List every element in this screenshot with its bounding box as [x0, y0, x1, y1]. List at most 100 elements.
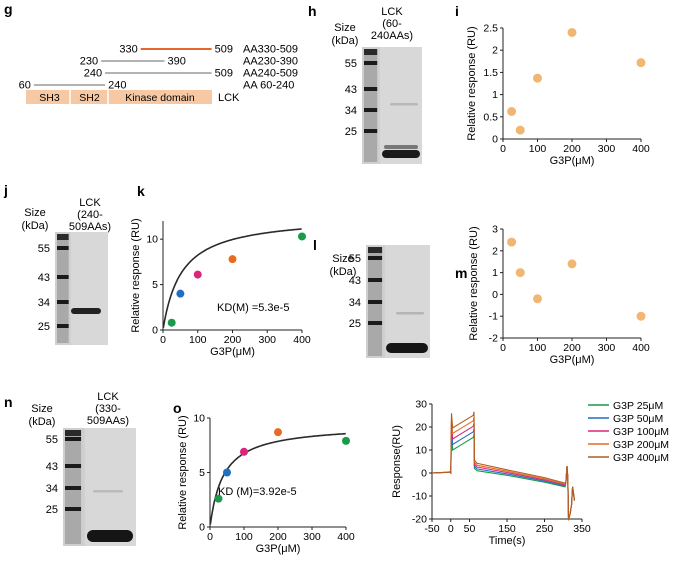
x-tick-label: 250 [536, 523, 554, 535]
x-tick-label: 0 [500, 342, 506, 354]
sensorgram-curve [431, 416, 576, 520]
gel-size-label: Size [334, 22, 355, 34]
ladder-band [57, 324, 69, 328]
ladder-band [364, 108, 378, 112]
y-tick-label: 3 [492, 224, 498, 236]
marker-label: 25 [46, 504, 58, 516]
y-tick-label: 30 [415, 399, 427, 411]
x-tick-label: 0 [207, 531, 213, 543]
x-tick-label: 200 [224, 334, 242, 346]
construct-end: 390 [168, 56, 186, 68]
gel-title-line: 509AAs) [69, 221, 111, 233]
y-tick-label: 0.5 [483, 111, 498, 123]
panel-label-o: o [173, 400, 182, 416]
data-point [636, 58, 646, 68]
gel-size-label: (kDa) [22, 220, 49, 232]
y-axis-label: Relative response (RU) [130, 218, 142, 332]
construct-start: 60 [19, 80, 31, 92]
sample-band [396, 312, 424, 315]
ladder-band [65, 437, 82, 441]
data-point [176, 289, 185, 298]
marker-label: 55 [46, 434, 58, 446]
ladder-band [364, 49, 378, 55]
x-tick-label: 200 [563, 143, 581, 155]
ladder-band [364, 129, 378, 133]
ladder-band [65, 430, 82, 436]
gel-title-line: LCK [97, 391, 119, 403]
y-axis-label: Relative response (RU) [466, 26, 478, 140]
x-tick-label: 300 [598, 143, 616, 155]
x-tick-label: 0 [160, 334, 166, 346]
ladder-band [65, 464, 82, 468]
y-tick-label: 1 [492, 267, 498, 279]
sample-band [390, 103, 418, 106]
marker-label: 34 [349, 297, 361, 309]
x-tick-label: 150 [498, 523, 516, 535]
protein-label: LCK [218, 92, 240, 104]
y-tick-label: 20 [415, 422, 427, 434]
y-tick-label: 2 [492, 45, 498, 57]
panel-label-k: k [137, 183, 145, 199]
data-point [515, 125, 525, 135]
ladder-band [368, 247, 383, 253]
data-point [507, 237, 517, 247]
domain-track [26, 90, 212, 104]
ladder-band [57, 234, 69, 240]
marker-label: 25 [38, 321, 50, 333]
gel-size-label: (kDa) [332, 35, 359, 47]
gel-size-label: Size [24, 207, 45, 219]
panel-label-m: m [455, 265, 467, 281]
y-tick-label: -10 [412, 491, 427, 503]
ladder-band [368, 256, 383, 260]
ladder-band [65, 486, 82, 490]
marker-label: 25 [349, 318, 361, 330]
panel-label-h: h [308, 3, 317, 19]
data-point [193, 270, 202, 279]
sample-band [71, 308, 101, 314]
x-tick-label: 100 [189, 334, 207, 346]
x-tick-label: 350 [573, 523, 591, 535]
legend-label: G3P 50μM [613, 413, 663, 425]
data-point [228, 255, 237, 264]
x-axis-label: G3P(μM) [256, 543, 301, 555]
gel-title-line: LCK [381, 6, 403, 18]
legend-label: G3P 400μM [613, 452, 669, 464]
construct-start: 330 [119, 44, 137, 56]
gel-title-line: LCK [79, 197, 101, 209]
marker-label: 55 [38, 243, 50, 255]
kd-annotation: KD (M)=3.92e-5 [218, 486, 297, 498]
marker-label: 34 [345, 105, 357, 117]
data-point [636, 311, 646, 321]
y-tick-label: 10 [146, 234, 158, 246]
marker-label: 43 [349, 275, 361, 287]
kd-annotation: KD(M) =5.3e-5 [217, 302, 289, 314]
ladder-band [368, 278, 383, 282]
y-tick-label: 2 [492, 245, 498, 257]
fit-curve [162, 228, 302, 329]
x-tick-label: 400 [293, 334, 311, 346]
x-tick-label: 0 [500, 143, 506, 155]
gel-size-label: Size [31, 403, 52, 415]
y-tick-label: 5 [199, 467, 205, 479]
sample-band [386, 343, 428, 353]
data-point [515, 268, 525, 278]
y-tick-label: 10 [415, 445, 427, 457]
x-tick-label: 400 [337, 531, 355, 543]
fit-curve [209, 432, 346, 525]
marker-label: 55 [349, 253, 361, 265]
sensorgram-curve [431, 411, 576, 521]
gel-size-label: Size [332, 253, 353, 265]
x-tick-label: 300 [598, 342, 616, 354]
y-tick-label: 1 [492, 89, 498, 101]
x-tick-label: 0 [448, 523, 454, 535]
x-tick-label: 50 [464, 523, 476, 535]
ladder-band [364, 87, 378, 91]
gel-size-label: (kDa) [330, 266, 357, 278]
y-tick-label: 10 [193, 413, 205, 425]
y-tick-label: 5 [152, 279, 158, 291]
y-tick-label: 0 [199, 522, 205, 534]
y-tick-label: 0 [492, 134, 498, 146]
marker-label: 25 [345, 126, 357, 138]
sample-band [87, 530, 133, 542]
